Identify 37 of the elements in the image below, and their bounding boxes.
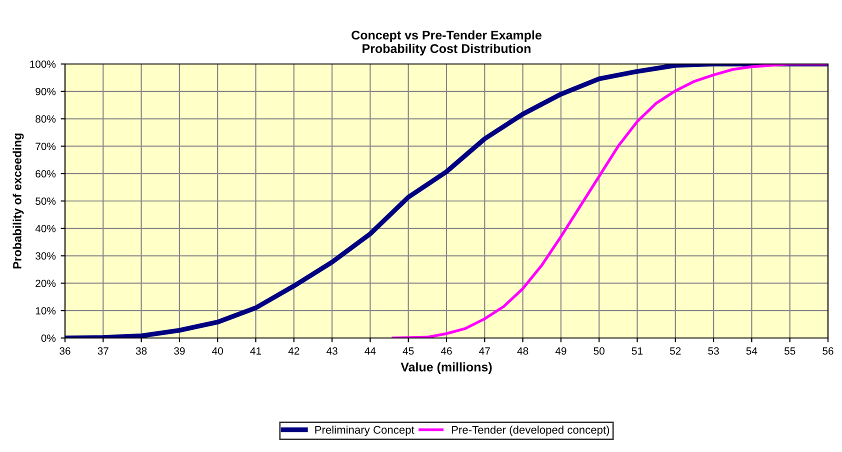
x-tick-label: 42 (288, 347, 300, 355)
y-tick-label: 0% (41, 334, 56, 342)
x-axis-title: Value (millions) (400, 362, 492, 374)
x-tick-label: 38 (136, 347, 147, 355)
y-tick-label: 20% (36, 280, 56, 288)
x-tick-label: 37 (98, 347, 108, 355)
x-tick-label: 46 (440, 347, 452, 355)
x-tick-label: 47 (479, 347, 490, 355)
x-tick-label: 52 (670, 347, 681, 355)
x-tick-label: 43 (326, 347, 338, 355)
x-tick-label: 49 (555, 347, 566, 355)
x-tick-label: 48 (517, 347, 528, 355)
y-tick-label: 70% (36, 142, 56, 150)
x-tick-label: 55 (784, 347, 796, 355)
y-tick-label: 90% (36, 88, 56, 96)
y-axis-title: Probability of exceeding (12, 134, 24, 268)
y-tick-label: 30% (36, 252, 56, 260)
legend-label: Preliminary Concept (315, 426, 414, 436)
x-tick-label: 50 (594, 347, 604, 355)
x-tick-label: 54 (746, 347, 758, 355)
x-tick-label: 44 (364, 347, 376, 355)
x-tick-label: 51 (632, 347, 643, 355)
legend-label: Pre-Tender (developed concept) (452, 426, 610, 436)
x-tick-label: 39 (174, 347, 185, 355)
y-tick-label: 60% (36, 170, 56, 178)
y-tick-label: 80% (36, 115, 56, 123)
x-tick-label: 36 (60, 347, 70, 355)
y-tick-label: 40% (35, 224, 56, 232)
x-tick-label: 53 (708, 347, 719, 355)
x-tick-label: 40 (212, 347, 223, 355)
x-tick-label: 56 (822, 347, 834, 355)
y-tick-label: 100% (30, 60, 56, 68)
x-tick-label: 41 (250, 347, 262, 355)
chart-title: Concept vs Pre-Tender Example Probability Cost Distribution (352, 30, 542, 56)
x-tick-label: 45 (402, 347, 414, 355)
y-tick-label: 50% (36, 198, 56, 205)
y-tick-label: 10% (36, 307, 56, 314)
